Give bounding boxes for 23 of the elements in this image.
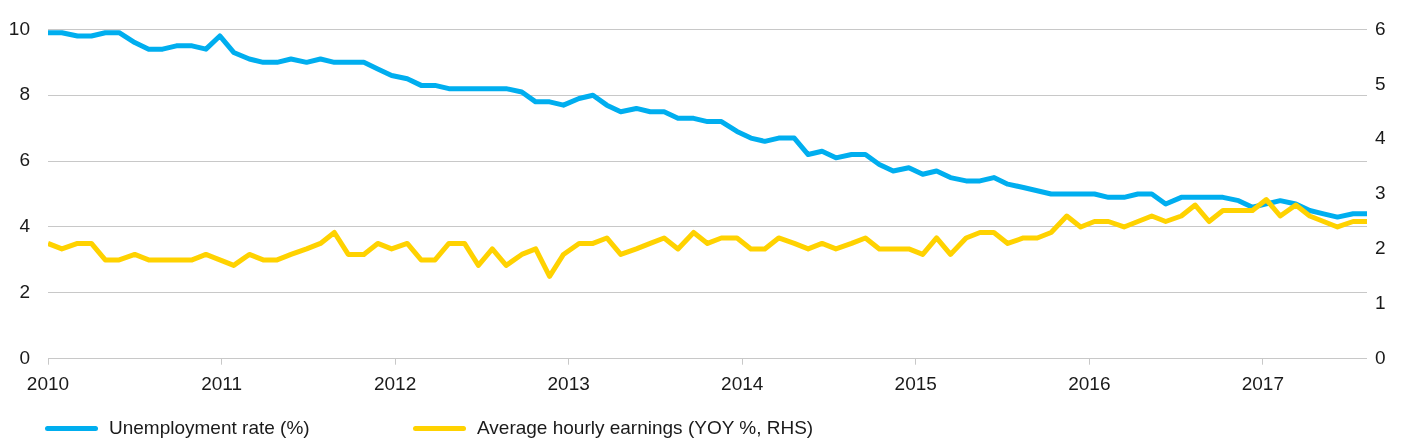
- y2-tick-label: 5: [1375, 72, 1386, 94]
- y-tick-label: 4: [19, 215, 31, 237]
- x-tick-label: 2010: [26, 373, 70, 395]
- y2-tick-label: 6: [1375, 17, 1386, 39]
- y2-tick-label: 1: [1375, 292, 1386, 314]
- y2-tick-label: 4: [1375, 127, 1386, 149]
- y-tick-label: 2: [19, 281, 30, 303]
- x-tick-label: 2012: [373, 373, 417, 395]
- y-tick-label: 6: [19, 149, 30, 171]
- x-tick-label: 2013: [547, 373, 590, 395]
- y2-tick-label: 2: [1375, 237, 1386, 259]
- y2-tick-label: 0: [1375, 346, 1386, 368]
- x-tick-label: 2017: [1241, 373, 1285, 395]
- x-tick-label: 2015: [894, 373, 937, 395]
- legend-label: Average hourly earnings (YOY %, RHS): [477, 417, 814, 439]
- legend-label: Unemployment rate (%): [109, 417, 310, 439]
- x-tick-label: 2016: [1068, 373, 1111, 395]
- y-tick-label: 0: [19, 346, 30, 368]
- y-tick-label: 8: [19, 83, 30, 105]
- y2-tick-label: 3: [1375, 182, 1386, 204]
- x-tick-label: 2011: [201, 373, 242, 395]
- y-tick-label: 10: [8, 17, 30, 39]
- x-tick-label: 2014: [721, 373, 764, 395]
